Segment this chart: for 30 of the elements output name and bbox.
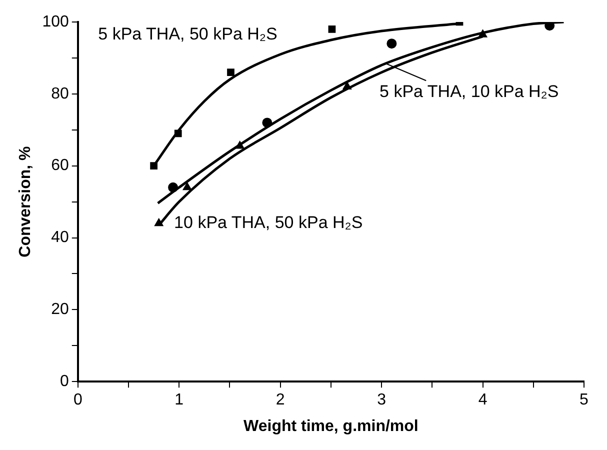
point: [328, 26, 336, 33]
x-tick-label: 2: [276, 392, 285, 409]
point: [386, 38, 397, 49]
series-label: 10 kPa THA, 50 kPa H₂S: [174, 213, 363, 232]
point: [262, 118, 272, 128]
y-tick-label: 20: [51, 301, 69, 318]
text: 5 kPa THA, 50 kPa H₂S: [98, 24, 278, 44]
point: [544, 22, 555, 31]
point: [168, 182, 178, 192]
point: [227, 68, 234, 76]
legend-label: 5 kPa THA, 10 kPa H₂S: [380, 82, 559, 101]
point: [182, 182, 192, 190]
point: [478, 30, 488, 38]
point: [150, 162, 158, 170]
x-tick-label: 4: [478, 392, 488, 409]
y-tick-label: 40: [51, 229, 69, 246]
x-tick-label: 5: [580, 392, 589, 409]
x-tick-label: 3: [377, 392, 386, 409]
y-tick-label: 80: [51, 85, 69, 102]
y-tick-label: 0: [60, 373, 69, 390]
point: [342, 82, 352, 90]
y-tick-label: 60: [51, 157, 69, 174]
x-axis-title: Weight time, g.min/mol: [244, 418, 418, 435]
point: [174, 130, 182, 138]
point: [154, 218, 164, 226]
point: [235, 141, 244, 149]
y-tick-label: 100: [42, 13, 69, 30]
y-axis-title: Conversion, %: [17, 146, 34, 258]
x-tick-label: 0: [73, 392, 82, 409]
x-tick-label: 1: [174, 392, 184, 409]
